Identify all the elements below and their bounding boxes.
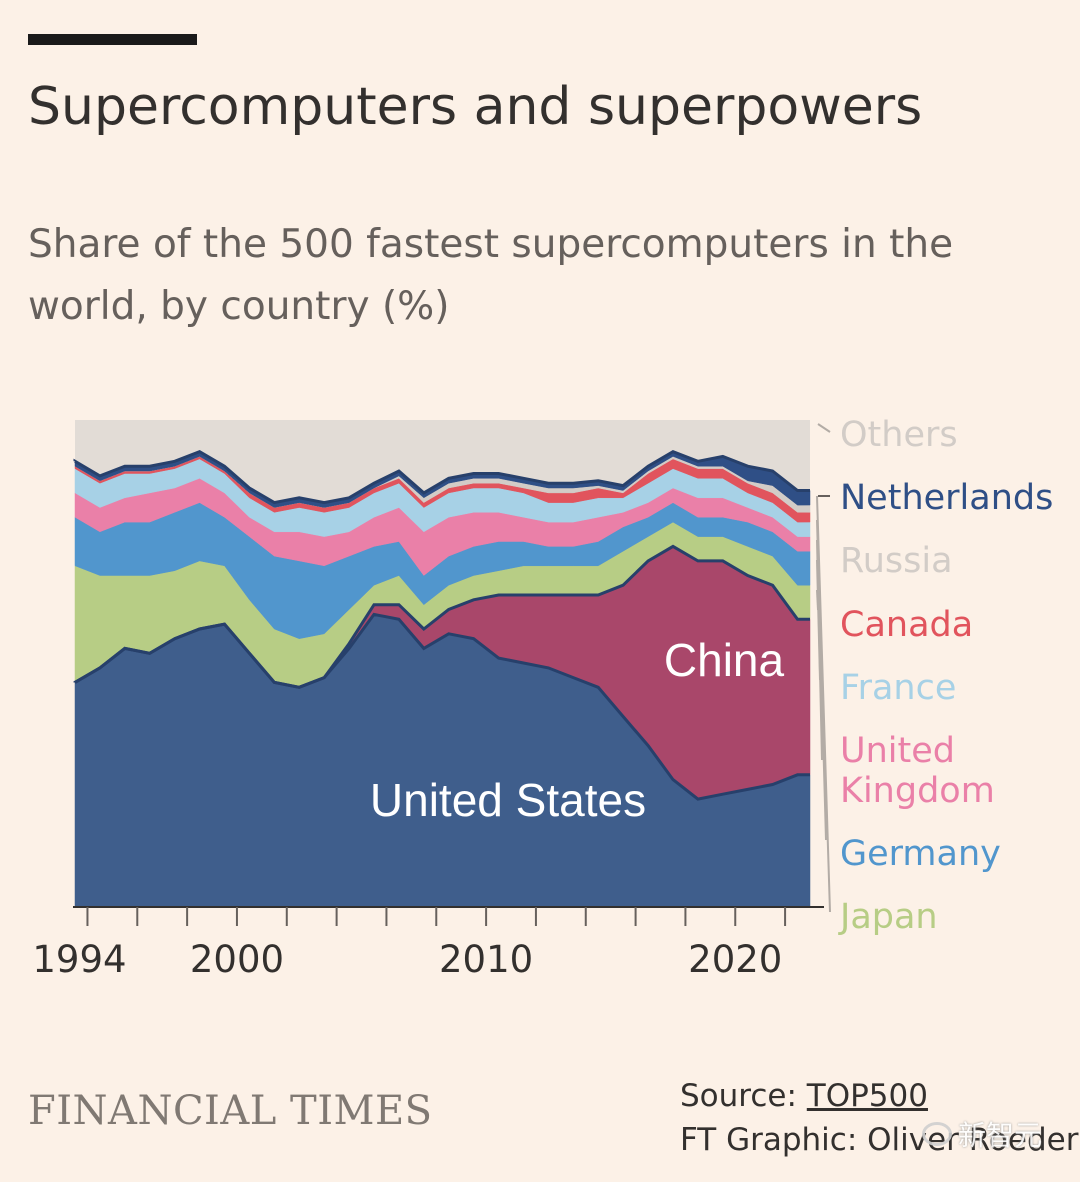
annotation-china: China bbox=[664, 634, 785, 686]
legend-russia: Russia bbox=[840, 541, 953, 581]
annotations: China United States bbox=[370, 634, 785, 826]
x-tick-label: 2020 bbox=[688, 938, 782, 981]
x-tick-label: 2010 bbox=[439, 938, 533, 981]
legend-germany: Germany bbox=[840, 834, 1001, 874]
x-tick-label: 2000 bbox=[190, 938, 284, 981]
legend-netherlands: Netherlands bbox=[840, 478, 1053, 518]
legend-japan: Japan bbox=[838, 897, 938, 937]
graphic-credit: FT Graphic: Oliver Roeder bbox=[680, 1122, 1079, 1158]
edge-china bbox=[73, 544, 811, 689]
source-link[interactable]: TOP500 bbox=[806, 1078, 928, 1114]
chat-bubble-icon bbox=[922, 1122, 952, 1146]
source-line: Source: TOP500 bbox=[680, 1074, 1078, 1118]
source-prefix: Source: bbox=[680, 1078, 807, 1114]
legend-france: France bbox=[840, 668, 956, 708]
watermark: 新智元 bbox=[922, 1114, 1042, 1154]
annotation-united-states: United States bbox=[370, 774, 646, 826]
ft-logo: FINANCIAL TIMES bbox=[28, 1088, 433, 1134]
watermark-text: 新智元 bbox=[958, 1119, 1043, 1152]
x-axis: 1994 2000 2010 2020 bbox=[32, 906, 824, 981]
source-credit: Source: TOP500 FT Graphic: Oliver Roeder bbox=[680, 1074, 1078, 1162]
legend: Others Netherlands Russia Canada France Unite… bbox=[816, 415, 1053, 937]
legend-leader-line bbox=[816, 589, 819, 611]
legend-canada: Canada bbox=[840, 605, 973, 645]
area-layers bbox=[73, 420, 811, 907]
edge-netherlands bbox=[73, 449, 811, 505]
stacked-area-chart: 1994 2000 2010 2020 China United States Oth… bbox=[32, 415, 1053, 981]
x-tick-label: 1994 bbox=[32, 938, 126, 981]
chart-subtitle: Share of the 500 fastest supercomputers … bbox=[28, 222, 954, 329]
chart-title: Supercomputers and superpowers bbox=[28, 77, 923, 137]
ft-accent-bar bbox=[28, 34, 197, 45]
legend-leader-line bbox=[816, 559, 821, 681]
legend-leader-line bbox=[817, 423, 831, 433]
legend-others: Others bbox=[840, 415, 958, 455]
legend-united-kingdom: United Kingdom bbox=[840, 731, 995, 811]
